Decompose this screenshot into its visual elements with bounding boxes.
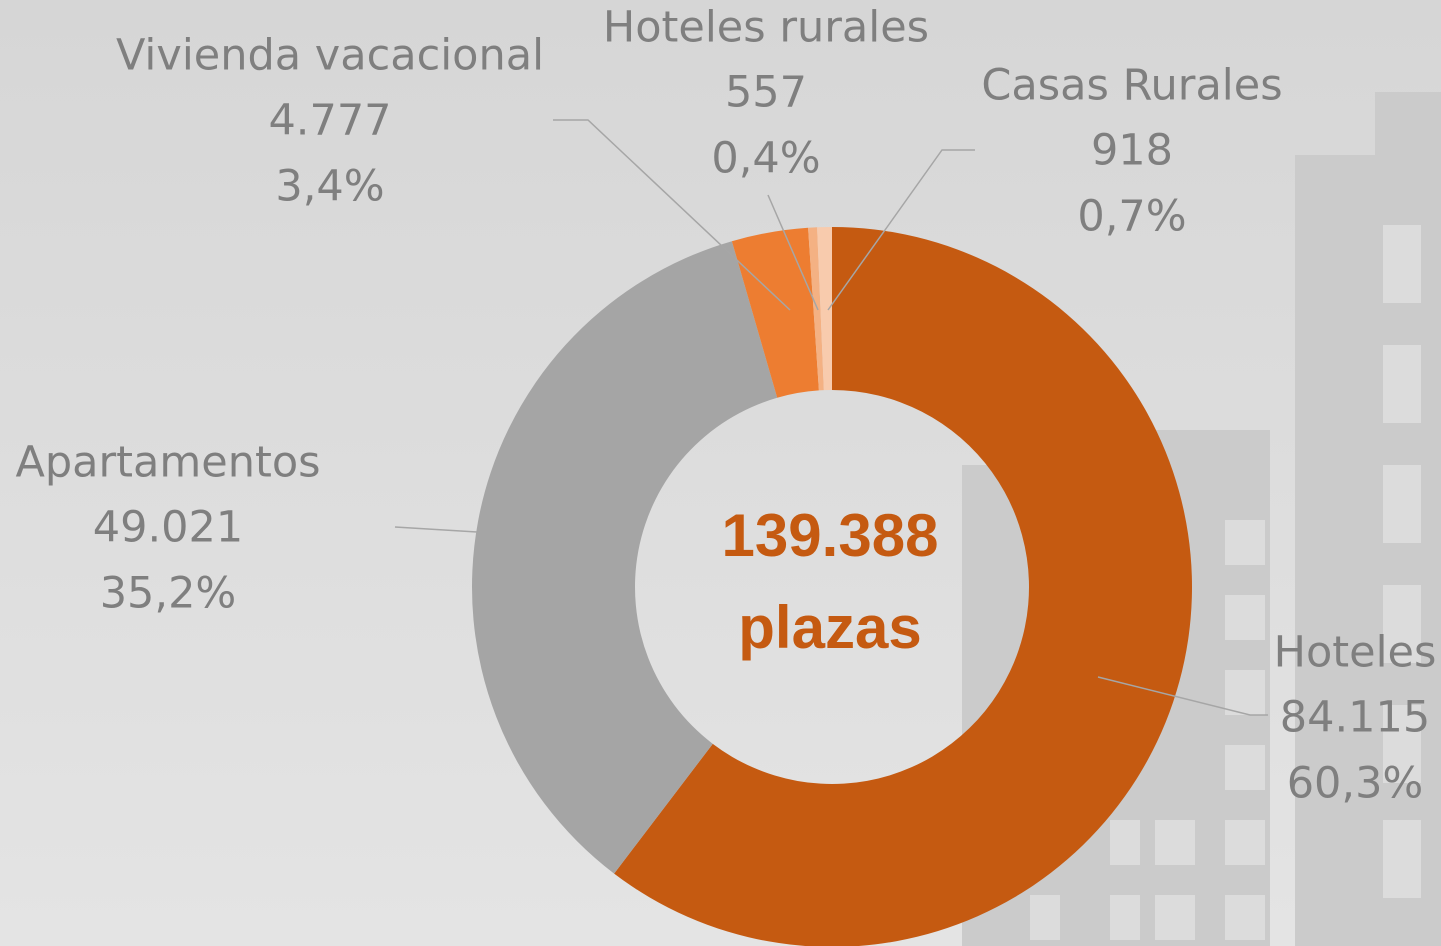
category-label: Apartamentos (15, 438, 320, 488)
category-label: Vivienda vacacional (116, 31, 544, 81)
slice (808, 227, 824, 391)
center-value: 139.388 (722, 502, 939, 569)
percent-label: 3,4% (275, 162, 384, 212)
category-label: Casas Rurales (981, 61, 1282, 111)
slice (817, 227, 832, 391)
category-label: Hoteles rurales (603, 3, 929, 53)
leader-line (553, 119, 791, 311)
slice (614, 227, 1192, 946)
leader-line (827, 149, 975, 311)
leader-line (767, 194, 819, 311)
value-label: 918 (1091, 126, 1173, 176)
value-label: 84.115 (1280, 693, 1430, 743)
windows (1030, 225, 1421, 940)
value-label: 557 (725, 68, 807, 118)
slice (471, 241, 778, 874)
plot (471, 227, 1192, 946)
slice (731, 227, 819, 398)
category-label: Hoteles (1274, 628, 1437, 678)
value-label: 4.777 (268, 96, 391, 146)
value-label: 49.021 (93, 503, 243, 553)
percent-label: 35,2% (100, 569, 237, 619)
percent-label: 0,4% (711, 134, 820, 184)
leader-line (1097, 676, 1268, 716)
center-unit: plazas (738, 594, 921, 661)
percent-label: 60,3% (1287, 759, 1424, 809)
leader-line (394, 526, 478, 533)
percent-label: 0,7% (1077, 192, 1186, 242)
